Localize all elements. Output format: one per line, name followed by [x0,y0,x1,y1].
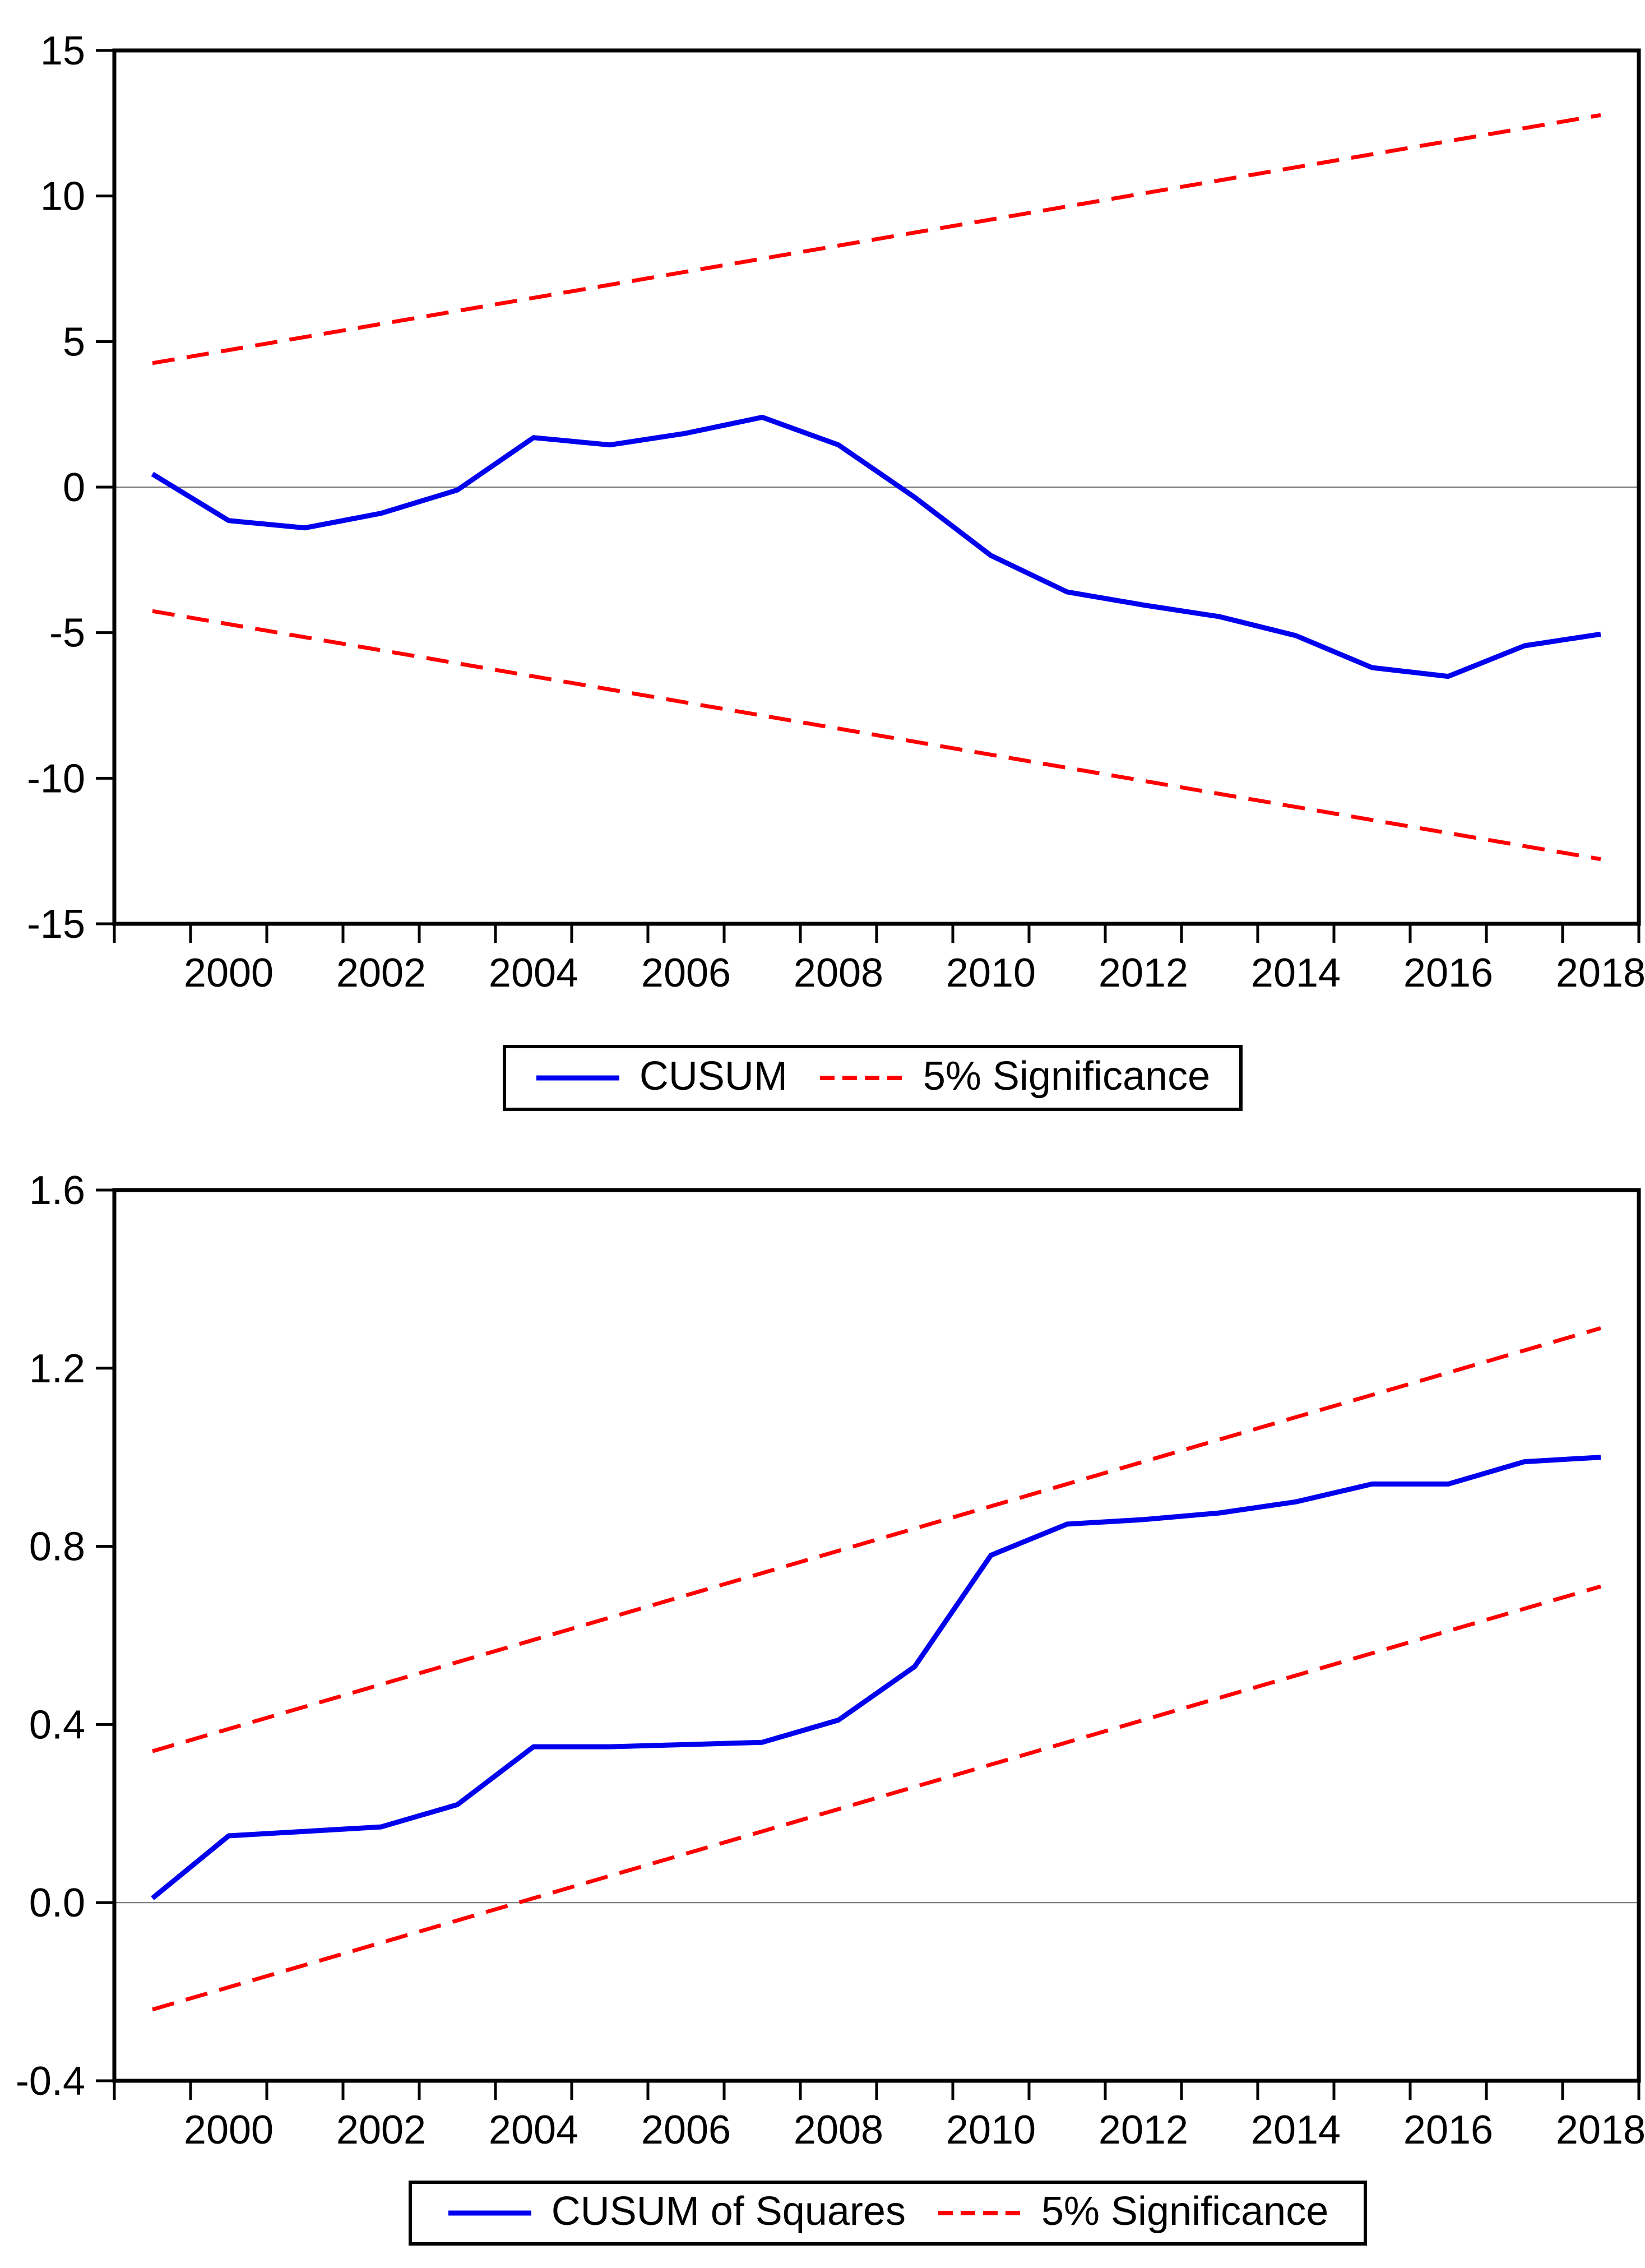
svg-text:-15: -15 [27,902,85,947]
blue-solid-line-icon [536,1075,619,1081]
svg-text:2008: 2008 [794,2108,883,2153]
svg-text:0.8: 0.8 [29,1525,85,1570]
svg-text:-0.4: -0.4 [16,2059,85,2104]
legend-item-significance: 5% Significance [937,2189,1329,2234]
svg-text:2002: 2002 [336,951,426,996]
legend-item-significance: 5% Significance [819,1054,1211,1099]
legend-label-cusum-of-squares: CUSUM of Squares [551,2189,906,2234]
legend-item-cusum: CUSUM [535,1054,787,1099]
svg-text:2006: 2006 [641,951,731,996]
cusumsq-legend: CUSUM of Squares 5% Significance [409,2181,1367,2246]
svg-text:2000: 2000 [184,2108,274,2153]
svg-text:2016: 2016 [1403,951,1493,996]
svg-text:0.0: 0.0 [29,1881,85,1926]
red-dashed-line-icon [819,1076,903,1080]
cusum-legend: CUSUM 5% Significance [503,1045,1243,1111]
svg-text:2000: 2000 [184,951,274,996]
legend-label-significance: 5% Significance [1041,2189,1329,2234]
svg-text:2012: 2012 [1099,2108,1188,2153]
svg-text:2018: 2018 [1556,2108,1645,2153]
blue-solid-line-icon [448,2210,531,2216]
svg-text:2014: 2014 [1251,2108,1341,2153]
svg-text:2004: 2004 [489,951,578,996]
svg-text:2008: 2008 [794,951,883,996]
svg-text:2004: 2004 [489,2108,578,2153]
legend-label-significance: 5% Significance [923,1054,1211,1099]
svg-text:2012: 2012 [1099,951,1188,996]
svg-text:2014: 2014 [1251,951,1341,996]
svg-text:2010: 2010 [946,951,1036,996]
svg-text:10: 10 [40,174,85,219]
svg-text:1.2: 1.2 [29,1346,85,1391]
svg-text:5: 5 [63,320,85,364]
svg-text:2006: 2006 [641,2108,731,2153]
legend-label-cusum: CUSUM [639,1054,787,1099]
svg-text:0: 0 [63,465,85,510]
svg-text:-5: -5 [49,611,85,656]
legend-item-cusum-of-squares: CUSUM of Squares [447,2189,906,2234]
svg-text:2002: 2002 [336,2108,426,2153]
red-dashed-line-icon [938,2211,1021,2215]
svg-text:2016: 2016 [1403,2108,1493,2153]
svg-text:0.4: 0.4 [29,1702,85,1747]
svg-text:2010: 2010 [946,2108,1036,2153]
svg-text:2018: 2018 [1556,951,1645,996]
svg-text:-10: -10 [27,756,85,801]
svg-text:1.6: 1.6 [29,1168,85,1213]
svg-text:15: 15 [40,29,85,73]
